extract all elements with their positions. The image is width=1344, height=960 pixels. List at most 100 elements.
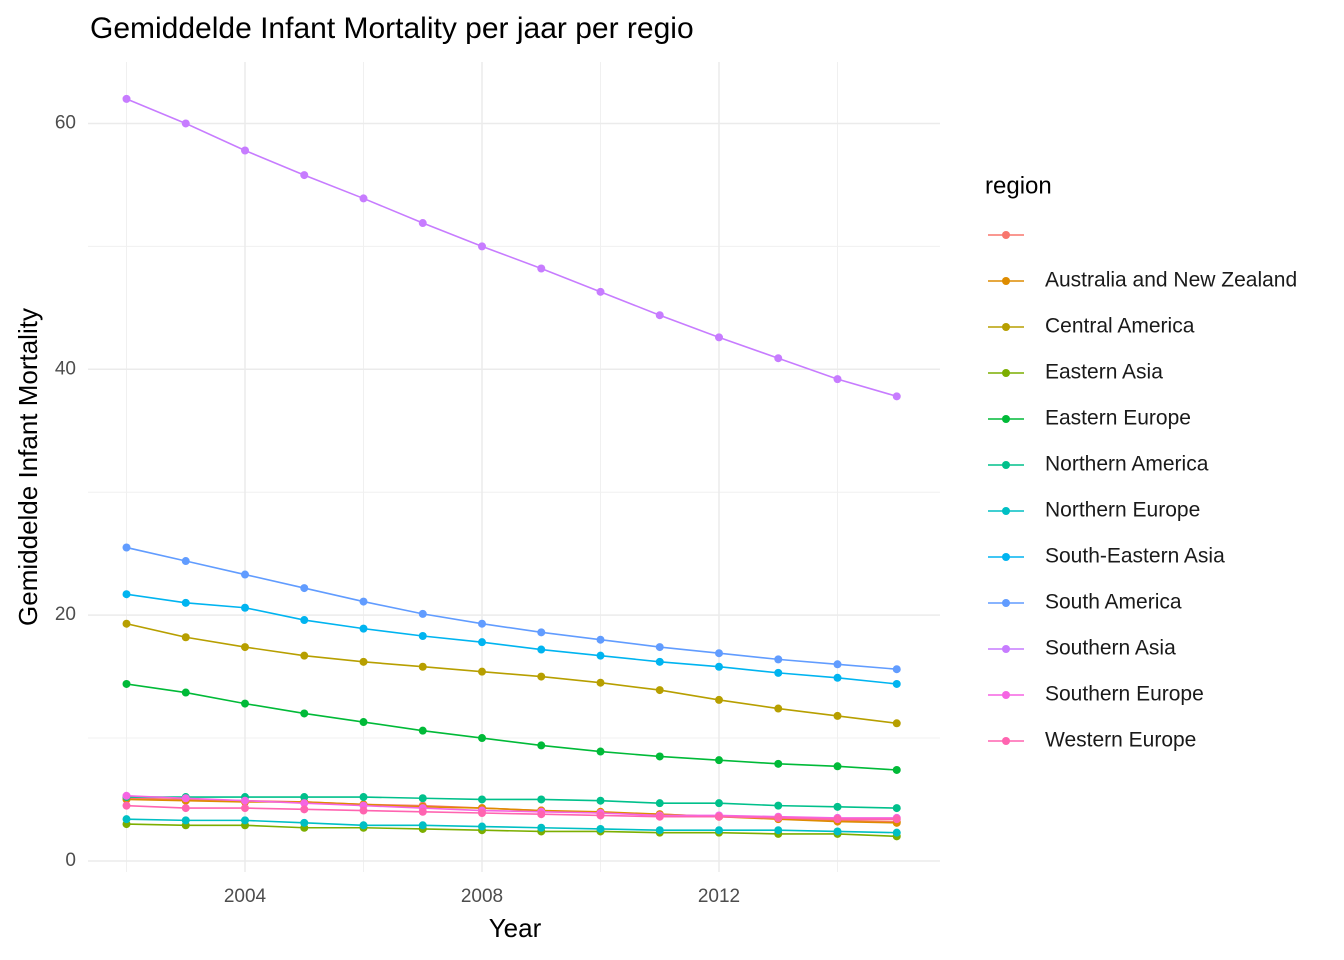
legend-key-point <box>1002 369 1010 377</box>
data-point <box>537 795 546 804</box>
y-tick-label: 40 <box>55 358 76 379</box>
data-point <box>478 795 487 804</box>
data-point <box>478 619 487 628</box>
data-point <box>122 543 131 552</box>
data-point <box>774 826 783 835</box>
data-point <box>655 752 664 761</box>
data-point <box>418 632 427 641</box>
data-point <box>655 643 664 652</box>
data-point <box>596 824 605 833</box>
x-tick-label: 2004 <box>224 886 267 907</box>
data-point <box>715 799 724 808</box>
data-point <box>655 812 664 821</box>
data-point <box>596 678 605 687</box>
data-point <box>655 686 664 695</box>
data-point <box>478 242 487 251</box>
y-axis-label: Gemiddelde Infant Mortality <box>13 308 43 626</box>
legend-key-point <box>1002 599 1010 607</box>
data-point <box>537 645 546 654</box>
data-point <box>181 119 190 128</box>
series-line <box>126 593 897 685</box>
legend-label: Eastern Asia <box>1045 361 1163 384</box>
data-point <box>833 711 842 720</box>
legend-label: Central America <box>1045 315 1195 338</box>
data-point <box>181 794 190 803</box>
legend-label: Southern Asia <box>1045 637 1176 660</box>
data-point <box>418 726 427 735</box>
data-point <box>241 603 250 612</box>
data-point <box>300 709 309 718</box>
data-point <box>181 598 190 607</box>
data-point <box>596 811 605 820</box>
series-line <box>126 546 897 670</box>
data-point <box>181 633 190 642</box>
data-point <box>122 679 131 688</box>
data-point <box>596 796 605 805</box>
data-point <box>418 662 427 671</box>
data-point <box>596 635 605 644</box>
data-point <box>359 657 368 666</box>
data-point <box>892 804 901 813</box>
data-point <box>833 802 842 811</box>
legend-label: Northern Europe <box>1045 499 1200 522</box>
data-point <box>537 628 546 637</box>
data-point <box>122 791 131 800</box>
data-point <box>655 311 664 320</box>
legend-label: Australia and New Zealand <box>1045 269 1297 292</box>
data-point <box>241 796 250 805</box>
series-line <box>126 683 897 771</box>
x-axis-label: Year <box>489 913 542 943</box>
data-point <box>300 805 309 814</box>
legend-key-point <box>1002 645 1010 653</box>
series-line <box>126 818 897 834</box>
data-point <box>241 570 250 579</box>
legend-key-point <box>1002 553 1010 561</box>
data-point <box>892 665 901 674</box>
data-point <box>892 679 901 688</box>
data-point <box>892 392 901 401</box>
y-tick-label: 0 <box>65 850 76 871</box>
data-point <box>655 826 664 835</box>
data-point <box>774 704 783 713</box>
data-point <box>181 816 190 825</box>
data-point <box>359 624 368 633</box>
legend-key-point <box>1002 323 1010 331</box>
legend-key-point <box>1002 461 1010 469</box>
data-point <box>300 616 309 625</box>
data-point <box>359 194 368 203</box>
data-point <box>300 818 309 827</box>
data-point <box>892 765 901 774</box>
data-point <box>833 375 842 384</box>
data-point <box>774 801 783 810</box>
data-point <box>715 333 724 342</box>
data-point <box>122 590 131 599</box>
legend-label: Southern Europe <box>1045 683 1204 706</box>
series-line <box>126 794 897 819</box>
data-point <box>241 804 250 813</box>
data-point <box>359 718 368 727</box>
chart-title: Gemiddelde Infant Mortality per jaar per… <box>90 12 694 45</box>
data-point <box>122 94 131 103</box>
series-line <box>126 98 897 398</box>
data-point <box>181 557 190 566</box>
data-point <box>122 815 131 824</box>
legend-label: South America <box>1045 591 1182 614</box>
data-point <box>300 799 309 808</box>
data-point <box>418 794 427 803</box>
y-tick-label: 20 <box>55 604 76 625</box>
data-point <box>478 822 487 831</box>
series-line <box>126 823 897 838</box>
data-point <box>478 667 487 676</box>
data-point <box>596 747 605 756</box>
legend-key-point <box>1002 231 1010 239</box>
data-point <box>655 657 664 666</box>
legend-title: region <box>985 172 1052 199</box>
legend-key-point <box>1002 737 1010 745</box>
data-point <box>774 668 783 677</box>
data-point <box>833 815 842 824</box>
data-point <box>359 793 368 802</box>
data-point <box>774 759 783 768</box>
data-point <box>359 597 368 606</box>
data-point <box>833 827 842 836</box>
data-point <box>241 146 250 155</box>
